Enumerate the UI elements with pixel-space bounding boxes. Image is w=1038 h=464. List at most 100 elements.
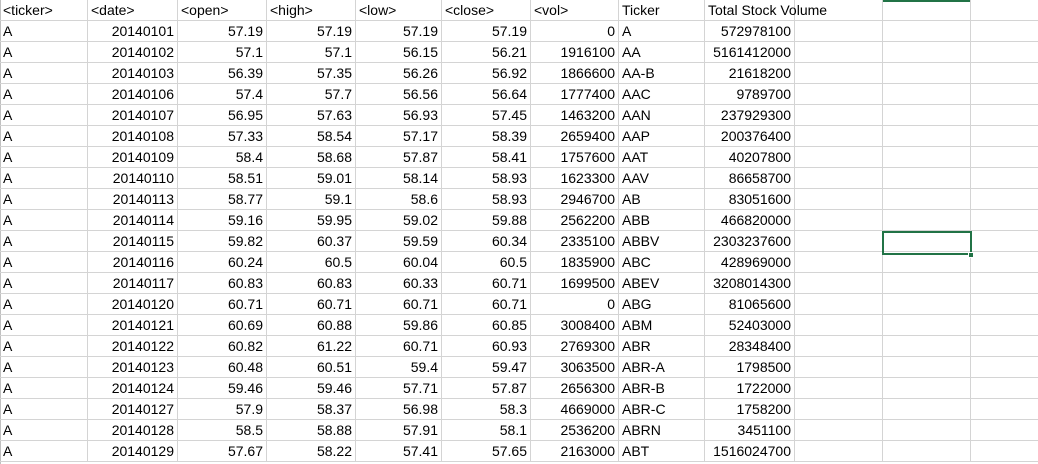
cell-empty-l[interactable] xyxy=(971,273,1038,294)
cell-ticker-summary[interactable]: AAC xyxy=(619,84,705,105)
cell-open[interactable]: 60.82 xyxy=(178,336,267,357)
cell-open[interactable]: 56.95 xyxy=(178,105,267,126)
cell-close[interactable]: 60.71 xyxy=(442,294,531,315)
cell-ticker[interactable]: A xyxy=(0,126,88,147)
cell-ticker-summary[interactable]: AAV xyxy=(619,168,705,189)
cell-close[interactable]: 58.3 xyxy=(442,399,531,420)
cell-close[interactable]: 58.39 xyxy=(442,126,531,147)
cell-vol[interactable]: 4669000 xyxy=(531,399,619,420)
cell-empty-l[interactable] xyxy=(971,105,1038,126)
cell-empty-j[interactable] xyxy=(795,441,883,462)
cell-total-stock-volume[interactable]: 572978100 xyxy=(705,21,795,42)
header-cell-low[interactable]: <low> xyxy=(356,0,442,21)
cell-total-stock-volume[interactable]: 428969000 xyxy=(705,252,795,273)
cell-empty-k[interactable] xyxy=(883,336,971,357)
cell-open[interactable]: 57.9 xyxy=(178,399,267,420)
cell-empty-k[interactable] xyxy=(883,399,971,420)
cell-empty-l[interactable] xyxy=(971,42,1038,63)
cell-vol[interactable]: 1757600 xyxy=(531,147,619,168)
cell-empty-k[interactable] xyxy=(883,420,971,441)
cell-low[interactable]: 58.6 xyxy=(356,189,442,210)
cell-close[interactable]: 57.87 xyxy=(442,378,531,399)
cell-empty-k[interactable] xyxy=(883,168,971,189)
cell-ticker-summary[interactable]: ABM xyxy=(619,315,705,336)
cell-empty-j[interactable] xyxy=(795,105,883,126)
cell-low[interactable]: 57.87 xyxy=(356,147,442,168)
cell-ticker[interactable]: A xyxy=(0,105,88,126)
cell-high[interactable]: 59.01 xyxy=(267,168,356,189)
cell-empty-j[interactable] xyxy=(795,21,883,42)
cell-date[interactable]: 20140106 xyxy=(88,84,178,105)
cell-total-stock-volume[interactable]: 3451100 xyxy=(705,420,795,441)
cell-ticker[interactable]: A xyxy=(0,252,88,273)
cell-high[interactable]: 59.46 xyxy=(267,378,356,399)
cell-open[interactable]: 58.77 xyxy=(178,189,267,210)
cell-ticker-summary[interactable]: ABBV xyxy=(619,231,705,252)
cell-close[interactable]: 58.93 xyxy=(442,189,531,210)
cell-total-stock-volume[interactable]: 237929300 xyxy=(705,105,795,126)
cell-ticker-summary[interactable]: ABEV xyxy=(619,273,705,294)
cell-vol[interactable]: 2659400 xyxy=(531,126,619,147)
cell-date[interactable]: 20140101 xyxy=(88,21,178,42)
cell-empty-l[interactable] xyxy=(971,357,1038,378)
cell-empty-k[interactable] xyxy=(883,441,971,462)
cell-high[interactable]: 57.35 xyxy=(267,63,356,84)
cell-ticker[interactable]: A xyxy=(0,357,88,378)
cell-total-stock-volume[interactable]: 21618200 xyxy=(705,63,795,84)
cell-total-stock-volume[interactable]: 1758200 xyxy=(705,399,795,420)
cell-empty-j[interactable] xyxy=(795,231,883,252)
cell-ticker-summary[interactable]: ABB xyxy=(619,210,705,231)
cell-empty-k[interactable] xyxy=(883,378,971,399)
cell-open[interactable]: 57.4 xyxy=(178,84,267,105)
cell-empty-k[interactable] xyxy=(883,273,971,294)
cell-empty-l[interactable] xyxy=(971,189,1038,210)
cell-empty-j[interactable] xyxy=(795,147,883,168)
cell-empty-l[interactable] xyxy=(971,84,1038,105)
cell-high[interactable]: 58.22 xyxy=(267,441,356,462)
cell-date[interactable]: 20140110 xyxy=(88,168,178,189)
header-cell-empty-k[interactable] xyxy=(883,0,971,21)
cell-total-stock-volume[interactable]: 1798500 xyxy=(705,357,795,378)
cell-empty-j[interactable] xyxy=(795,210,883,231)
cell-vol[interactable]: 1916100 xyxy=(531,42,619,63)
cell-empty-l[interactable] xyxy=(971,336,1038,357)
cell-ticker-summary[interactable]: A xyxy=(619,21,705,42)
cell-date[interactable]: 20140113 xyxy=(88,189,178,210)
cell-empty-j[interactable] xyxy=(795,252,883,273)
cell-ticker-summary[interactable]: AA xyxy=(619,42,705,63)
cell-total-stock-volume[interactable]: 9789700 xyxy=(705,84,795,105)
cell-low[interactable]: 60.33 xyxy=(356,273,442,294)
cell-open[interactable]: 59.16 xyxy=(178,210,267,231)
cell-ticker[interactable]: A xyxy=(0,273,88,294)
cell-ticker[interactable]: A xyxy=(0,147,88,168)
cell-open[interactable]: 60.71 xyxy=(178,294,267,315)
cell-empty-l[interactable] xyxy=(971,168,1038,189)
cell-open[interactable]: 57.19 xyxy=(178,21,267,42)
cell-open[interactable]: 57.67 xyxy=(178,441,267,462)
header-cell-vol[interactable]: <vol> xyxy=(531,0,619,21)
cell-close[interactable]: 58.41 xyxy=(442,147,531,168)
cell-open[interactable]: 60.48 xyxy=(178,357,267,378)
cell-date[interactable]: 20140129 xyxy=(88,441,178,462)
cell-ticker-summary[interactable]: ABR xyxy=(619,336,705,357)
cell-ticker[interactable]: A xyxy=(0,42,88,63)
cell-empty-k[interactable] xyxy=(883,231,971,252)
cell-vol[interactable]: 1835900 xyxy=(531,252,619,273)
cell-empty-j[interactable] xyxy=(795,273,883,294)
cell-ticker[interactable]: A xyxy=(0,378,88,399)
cell-empty-k[interactable] xyxy=(883,42,971,63)
cell-ticker-summary[interactable]: AAP xyxy=(619,126,705,147)
cell-vol[interactable]: 2946700 xyxy=(531,189,619,210)
cell-low[interactable]: 60.71 xyxy=(356,336,442,357)
cell-close[interactable]: 57.65 xyxy=(442,441,531,462)
cell-close[interactable]: 56.92 xyxy=(442,63,531,84)
cell-vol[interactable]: 2163000 xyxy=(531,441,619,462)
cell-empty-j[interactable] xyxy=(795,399,883,420)
cell-ticker[interactable]: A xyxy=(0,189,88,210)
cell-high[interactable]: 57.1 xyxy=(267,42,356,63)
cell-vol[interactable]: 2769300 xyxy=(531,336,619,357)
cell-empty-k[interactable] xyxy=(883,294,971,315)
cell-open[interactable]: 58.4 xyxy=(178,147,267,168)
header-cell-empty-l[interactable] xyxy=(971,0,1038,21)
cell-empty-j[interactable] xyxy=(795,189,883,210)
